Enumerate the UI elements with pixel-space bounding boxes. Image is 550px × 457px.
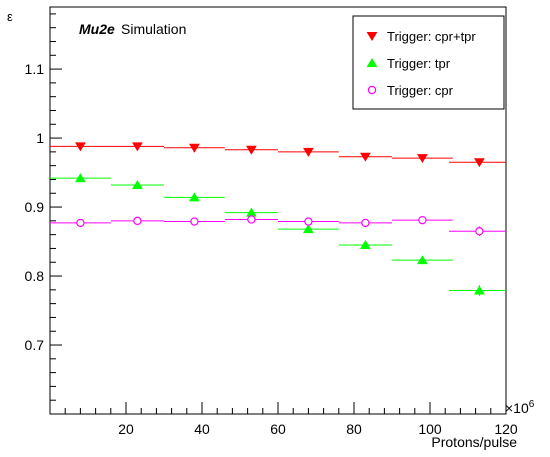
y-tick-label: 1	[36, 130, 44, 146]
marker-open-circle	[190, 217, 199, 226]
marker-triangle-up	[132, 180, 143, 189]
axis-ticks: 20 40 60 80 100 120 0.7 0.8 0.9 1 1.1	[25, 13, 518, 437]
x-axis-label: Protons/pulse	[431, 434, 517, 450]
marker-open-circle	[361, 218, 370, 228]
x-tick-label: 100	[418, 421, 442, 437]
marker-triangle-down	[303, 147, 314, 157]
legend: Trigger: cpr+tpr Trigger: tpr Trigger: cpr	[352, 15, 505, 110]
marker-triangle-up	[360, 240, 371, 249]
marker-triangle-up	[75, 173, 86, 183]
x-tick-label: 60	[270, 421, 286, 437]
y-tick-label: 0.7	[25, 337, 45, 353]
marker-triangle-down	[360, 152, 371, 162]
marker-triangle-down	[474, 158, 485, 168]
x-tick-label: 120	[494, 421, 518, 437]
x-multiplier-base: ×10	[505, 400, 529, 416]
annotation-text: Simulation	[121, 21, 186, 37]
legend-box	[352, 15, 505, 110]
marker-open-circle	[76, 218, 85, 228]
marker-open-circle	[475, 226, 484, 236]
y-tick-label: 0.8	[25, 268, 45, 284]
marker-triangle-down	[189, 143, 200, 153]
legend-label: Trigger: cpr	[387, 83, 454, 98]
data-series	[50, 142, 506, 297]
series	[50, 142, 506, 168]
y-tick-label: 0.9	[25, 199, 45, 215]
marker-triangle-down	[417, 154, 428, 164]
marker-open-circle	[304, 217, 313, 226]
marker-triangle-up	[474, 285, 485, 295]
series	[50, 173, 506, 297]
marker-triangle-down	[246, 145, 257, 155]
y-axis-label: ε	[7, 9, 13, 24]
marker-triangle-up	[366, 58, 378, 67]
marker-open-circle	[133, 216, 142, 226]
x-multiplier-exponent: 6	[529, 399, 535, 410]
marker-triangle-down	[366, 32, 378, 41]
marker-triangle-up	[417, 255, 428, 265]
x-tick-label: 80	[346, 421, 362, 437]
legend-label: Trigger: cpr+tpr	[387, 29, 476, 44]
marker-triangle-up	[189, 192, 200, 202]
legend-label: Trigger: tpr	[387, 56, 451, 71]
x-axis-multiplier: ×106	[505, 399, 535, 416]
x-tick-label: 40	[194, 421, 210, 437]
marker-triangle-down	[75, 142, 86, 152]
marker-open-circle	[418, 215, 427, 225]
annotation-bold: Mu2e	[79, 21, 115, 37]
marker-triangle-up	[303, 224, 314, 234]
marker-triangle-down	[132, 142, 143, 152]
marker-open-circle	[247, 215, 256, 224]
y-tick-label: 1.1	[25, 61, 45, 77]
marker-open-circle	[367, 85, 377, 95]
x-tick-label: 20	[118, 421, 134, 437]
series	[50, 215, 506, 237]
